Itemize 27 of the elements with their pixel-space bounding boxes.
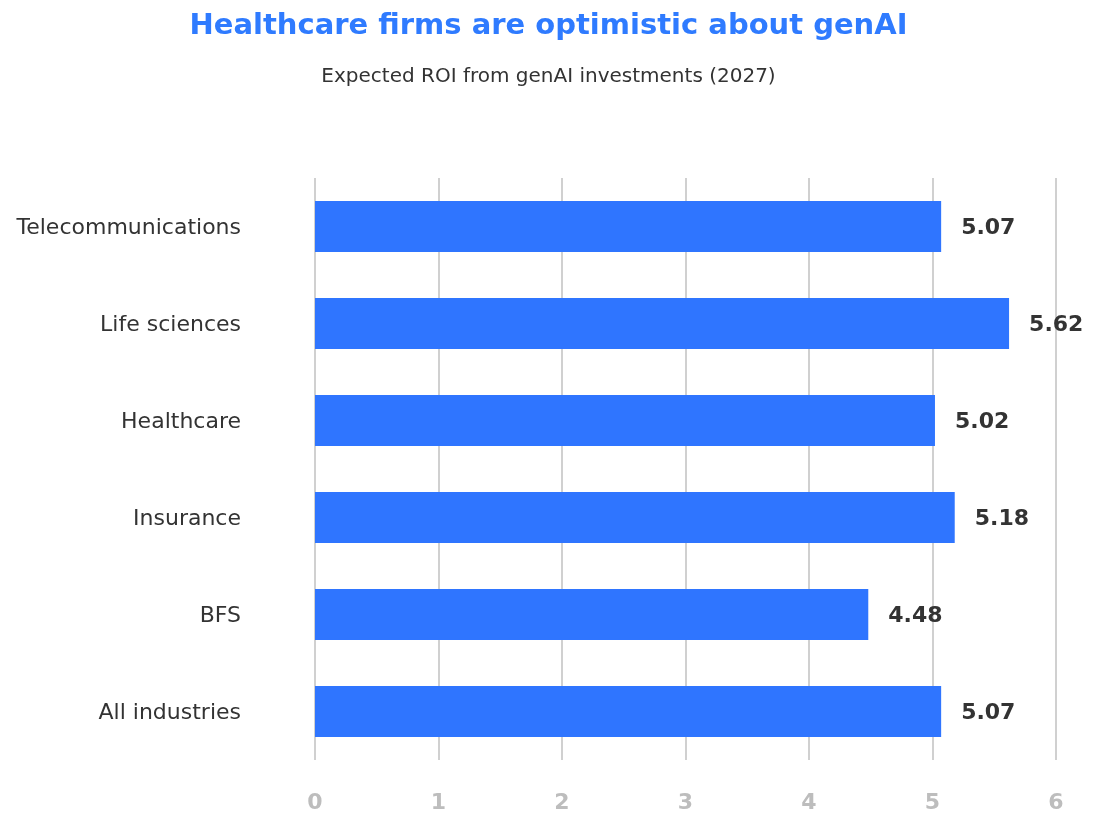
y-tick-label: BFS xyxy=(199,602,241,627)
y-tick-label: Healthcare xyxy=(121,408,241,433)
bar xyxy=(315,686,942,737)
x-tick-label: 6 xyxy=(1048,788,1064,814)
x-tick-label: 5 xyxy=(924,788,941,814)
x-tick-label: 3 xyxy=(677,788,694,814)
data-label: 5.02 xyxy=(954,408,1010,433)
y-tick-label: Life sciences xyxy=(100,311,241,336)
data-label: 5.07 xyxy=(961,699,1016,724)
x-tick-label: 4 xyxy=(801,788,817,814)
data-label: 4.48 xyxy=(888,602,943,627)
bar xyxy=(315,492,955,543)
y-tick-label: Insurance xyxy=(133,505,241,530)
bar xyxy=(315,201,942,252)
chart-title: Healthcare firms are optimistic about genAI xyxy=(189,6,908,41)
bar xyxy=(315,589,869,640)
bar xyxy=(315,395,935,446)
y-tick-label: All industries xyxy=(98,699,241,724)
x-tick-label: 1 xyxy=(430,788,447,814)
y-tick-label: Telecommunications xyxy=(15,214,241,239)
chart-subtitle: Expected ROI from genAI investments (2027) xyxy=(321,63,776,87)
data-label: 5.07 xyxy=(961,214,1016,239)
data-label: 5.62 xyxy=(1029,311,1084,336)
x-tick-label: 0 xyxy=(307,788,323,814)
bar xyxy=(315,298,1010,349)
x-tick-label: 2 xyxy=(554,788,570,814)
data-label: 5.18 xyxy=(974,505,1030,530)
